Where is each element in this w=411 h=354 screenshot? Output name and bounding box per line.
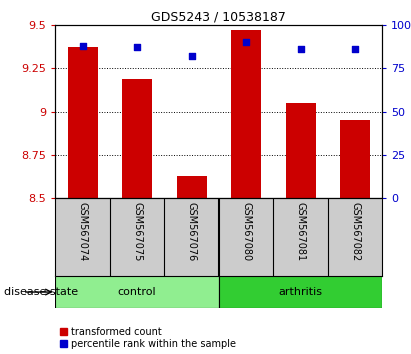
Bar: [55, 276, 219, 308]
Point: [188, 53, 195, 59]
Bar: [286, 103, 316, 198]
Bar: [231, 30, 261, 198]
Text: GSM567074: GSM567074: [78, 202, 88, 261]
Text: GSM567081: GSM567081: [296, 202, 305, 261]
Bar: [340, 120, 370, 198]
Text: GSM567075: GSM567075: [132, 202, 142, 262]
Bar: [122, 79, 152, 198]
Point: [297, 46, 304, 52]
Point: [134, 45, 141, 50]
Text: control: control: [118, 287, 157, 297]
Text: GSM567076: GSM567076: [187, 202, 196, 261]
Point: [79, 43, 86, 48]
Text: GSM567080: GSM567080: [241, 202, 251, 261]
Text: GSM567082: GSM567082: [350, 202, 360, 261]
Legend: transformed count, percentile rank within the sample: transformed count, percentile rank withi…: [60, 327, 236, 349]
Text: arthritis: arthritis: [279, 287, 323, 297]
Bar: [68, 47, 98, 198]
Text: disease state: disease state: [4, 287, 78, 297]
Bar: [219, 276, 382, 308]
Point: [243, 39, 249, 45]
Title: GDS5243 / 10538187: GDS5243 / 10538187: [151, 11, 286, 24]
Point: [352, 46, 358, 52]
Bar: [177, 176, 207, 198]
